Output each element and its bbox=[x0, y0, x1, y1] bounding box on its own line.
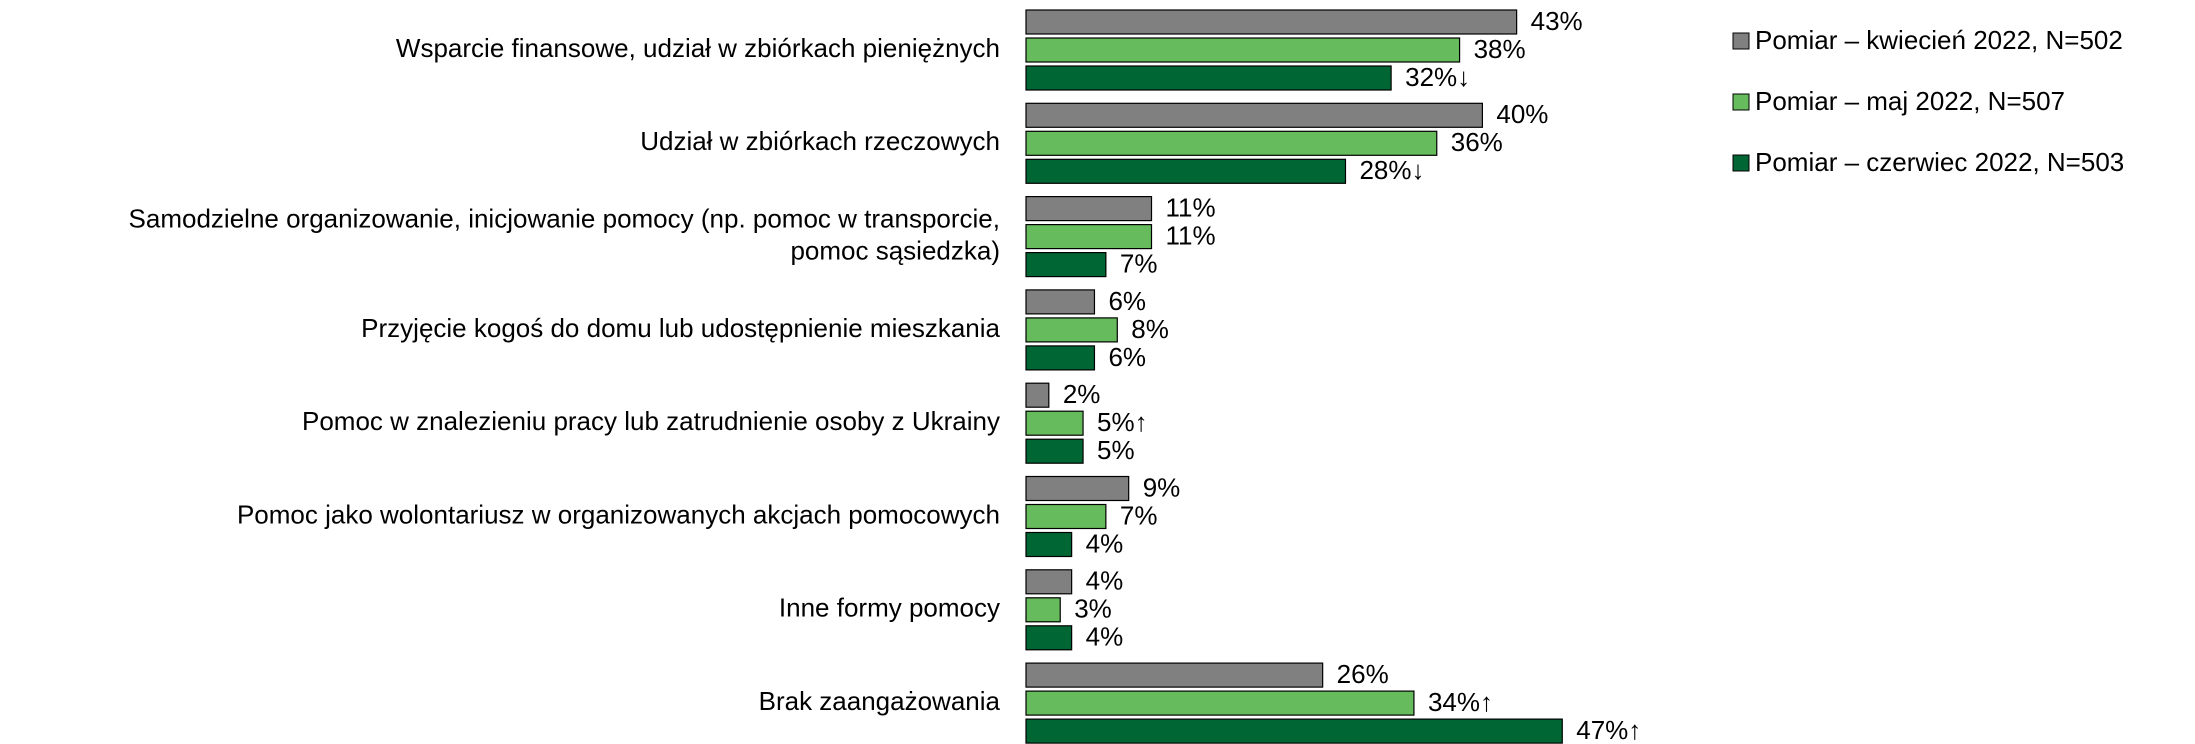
value-label: 8% bbox=[1131, 314, 1169, 344]
value-label: 6% bbox=[1108, 286, 1146, 316]
legend-label: Pomiar – maj 2022, N=507 bbox=[1755, 86, 2065, 116]
value-label: 47%↑ bbox=[1576, 715, 1641, 744]
category-label: Samodzielne organizowanie, inicjowanie p… bbox=[129, 203, 1000, 265]
value-label: 26% bbox=[1337, 659, 1389, 689]
value-label: 7% bbox=[1120, 500, 1158, 530]
bar bbox=[1025, 289, 1096, 315]
value-label: 2% bbox=[1063, 379, 1101, 409]
legend-swatch bbox=[1732, 93, 1750, 111]
bar bbox=[1025, 317, 1118, 343]
value-label: 38% bbox=[1474, 34, 1526, 64]
bar bbox=[1025, 382, 1050, 408]
legend-label: Pomiar – czerwiec 2022, N=503 bbox=[1755, 147, 2124, 177]
bar bbox=[1025, 438, 1084, 464]
value-label: 4% bbox=[1086, 566, 1124, 596]
value-label: 4% bbox=[1086, 528, 1124, 558]
bar bbox=[1025, 9, 1518, 35]
bar bbox=[1025, 65, 1392, 91]
value-label: 34%↑ bbox=[1428, 687, 1493, 717]
category-label: Przyjęcie kogoś do domu lub udostępnieni… bbox=[361, 313, 1000, 343]
bar bbox=[1025, 718, 1563, 744]
legend-swatch bbox=[1732, 154, 1750, 172]
bar bbox=[1025, 196, 1153, 222]
bar bbox=[1025, 690, 1415, 716]
bar bbox=[1025, 224, 1153, 250]
category-label: Brak zaangażowania bbox=[759, 686, 1001, 716]
category-label: Inne formy pomocy bbox=[779, 593, 1000, 623]
value-label: 6% bbox=[1108, 342, 1146, 372]
value-label: 5% bbox=[1097, 435, 1135, 465]
category-label: Pomoc jako wolontariusz w organizowanych… bbox=[237, 499, 1000, 529]
value-label: 28%↓ bbox=[1359, 155, 1424, 185]
bar bbox=[1025, 503, 1107, 530]
bar bbox=[1025, 130, 1438, 156]
bar bbox=[1025, 662, 1324, 688]
value-label: 5%↑ bbox=[1097, 407, 1148, 437]
bar bbox=[1025, 158, 1347, 184]
bar bbox=[1025, 345, 1096, 371]
category-label: Pomoc w znalezieniu pracy lub zatrudnien… bbox=[302, 406, 1000, 436]
bar bbox=[1025, 625, 1073, 651]
bar bbox=[1025, 102, 1483, 128]
legend-label: Pomiar – kwiecień 2022, N=502 bbox=[1755, 25, 2123, 55]
bar bbox=[1025, 475, 1130, 502]
legend-swatch bbox=[1732, 32, 1750, 50]
value-label: 32%↓ bbox=[1405, 62, 1470, 92]
bar bbox=[1025, 597, 1061, 623]
category-label: Wsparcie finansowe, udział w zbiórkach p… bbox=[396, 33, 1000, 63]
value-label: 3% bbox=[1074, 594, 1112, 624]
value-label: 7% bbox=[1120, 248, 1158, 278]
category-label: Udział w zbiórkach rzeczowych bbox=[640, 126, 1000, 156]
value-label: 40% bbox=[1496, 99, 1548, 129]
value-label: 9% bbox=[1143, 472, 1181, 502]
bar bbox=[1025, 531, 1073, 558]
value-label: 11% bbox=[1166, 192, 1216, 222]
bar bbox=[1025, 569, 1073, 595]
value-label: 43% bbox=[1531, 6, 1583, 36]
bar bbox=[1025, 410, 1084, 436]
value-label: 4% bbox=[1086, 622, 1124, 652]
bar bbox=[1025, 37, 1461, 63]
value-label: 11% bbox=[1166, 220, 1216, 250]
bar bbox=[1025, 252, 1107, 278]
value-label: 36% bbox=[1451, 127, 1503, 157]
